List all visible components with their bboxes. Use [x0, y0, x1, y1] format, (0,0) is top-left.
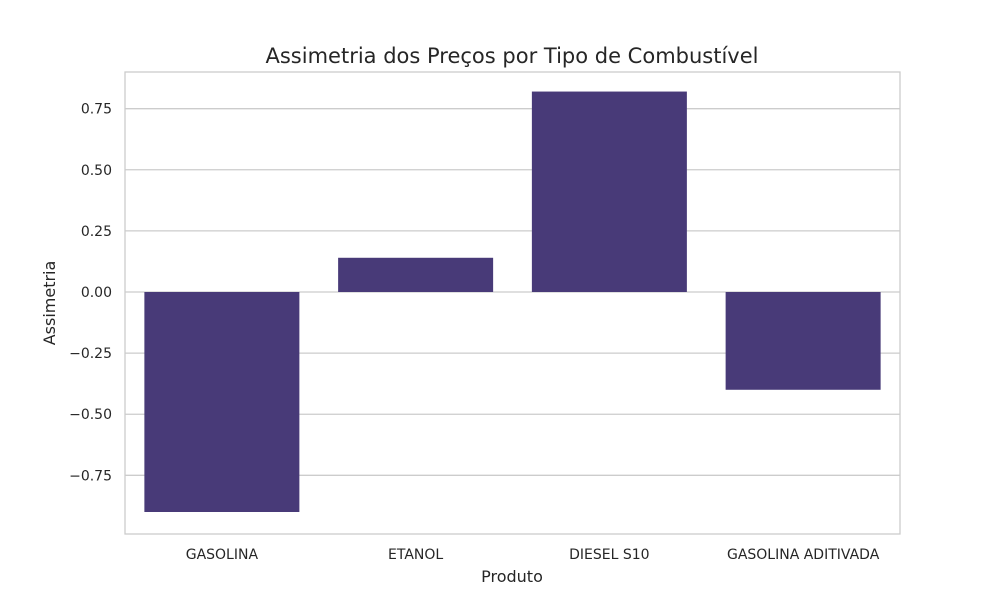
- bar: [531, 91, 687, 292]
- plot-frame: [124, 71, 901, 535]
- x-axis-ticks: GASOLINA ETANOL DIESEL S10 GASOLINA ADITIVA…: [186, 547, 880, 563]
- x-tick-label: ETANOL: [388, 547, 443, 563]
- x-tick-label: GASOLINA: [186, 547, 259, 563]
- y-tick-label: −0.75: [69, 468, 112, 484]
- bar: [144, 292, 300, 512]
- y-tick-label: 0.00: [81, 285, 112, 301]
- bar: [338, 257, 494, 292]
- chart-title: Assimetria dos Preços por Tipo de Combus…: [266, 44, 759, 68]
- bar: [725, 292, 881, 390]
- x-tick-label: GASOLINA ADITIVADA: [727, 547, 880, 563]
- y-tick-label: −0.25: [69, 346, 112, 362]
- y-tick-label: 0.50: [81, 163, 112, 179]
- x-axis-label: Produto: [481, 567, 543, 586]
- y-axis-label: Assimetria: [40, 261, 59, 346]
- y-tick-label: −0.50: [69, 407, 112, 423]
- x-tick-label: DIESEL S10: [569, 547, 649, 563]
- y-tick-label: 0.25: [81, 224, 112, 240]
- y-axis-ticks: −0.75 −0.50 −0.25 0.00 0.25 0.50 0.75: [69, 102, 112, 485]
- bars: [144, 91, 881, 512]
- y-tick-label: 0.75: [81, 102, 112, 118]
